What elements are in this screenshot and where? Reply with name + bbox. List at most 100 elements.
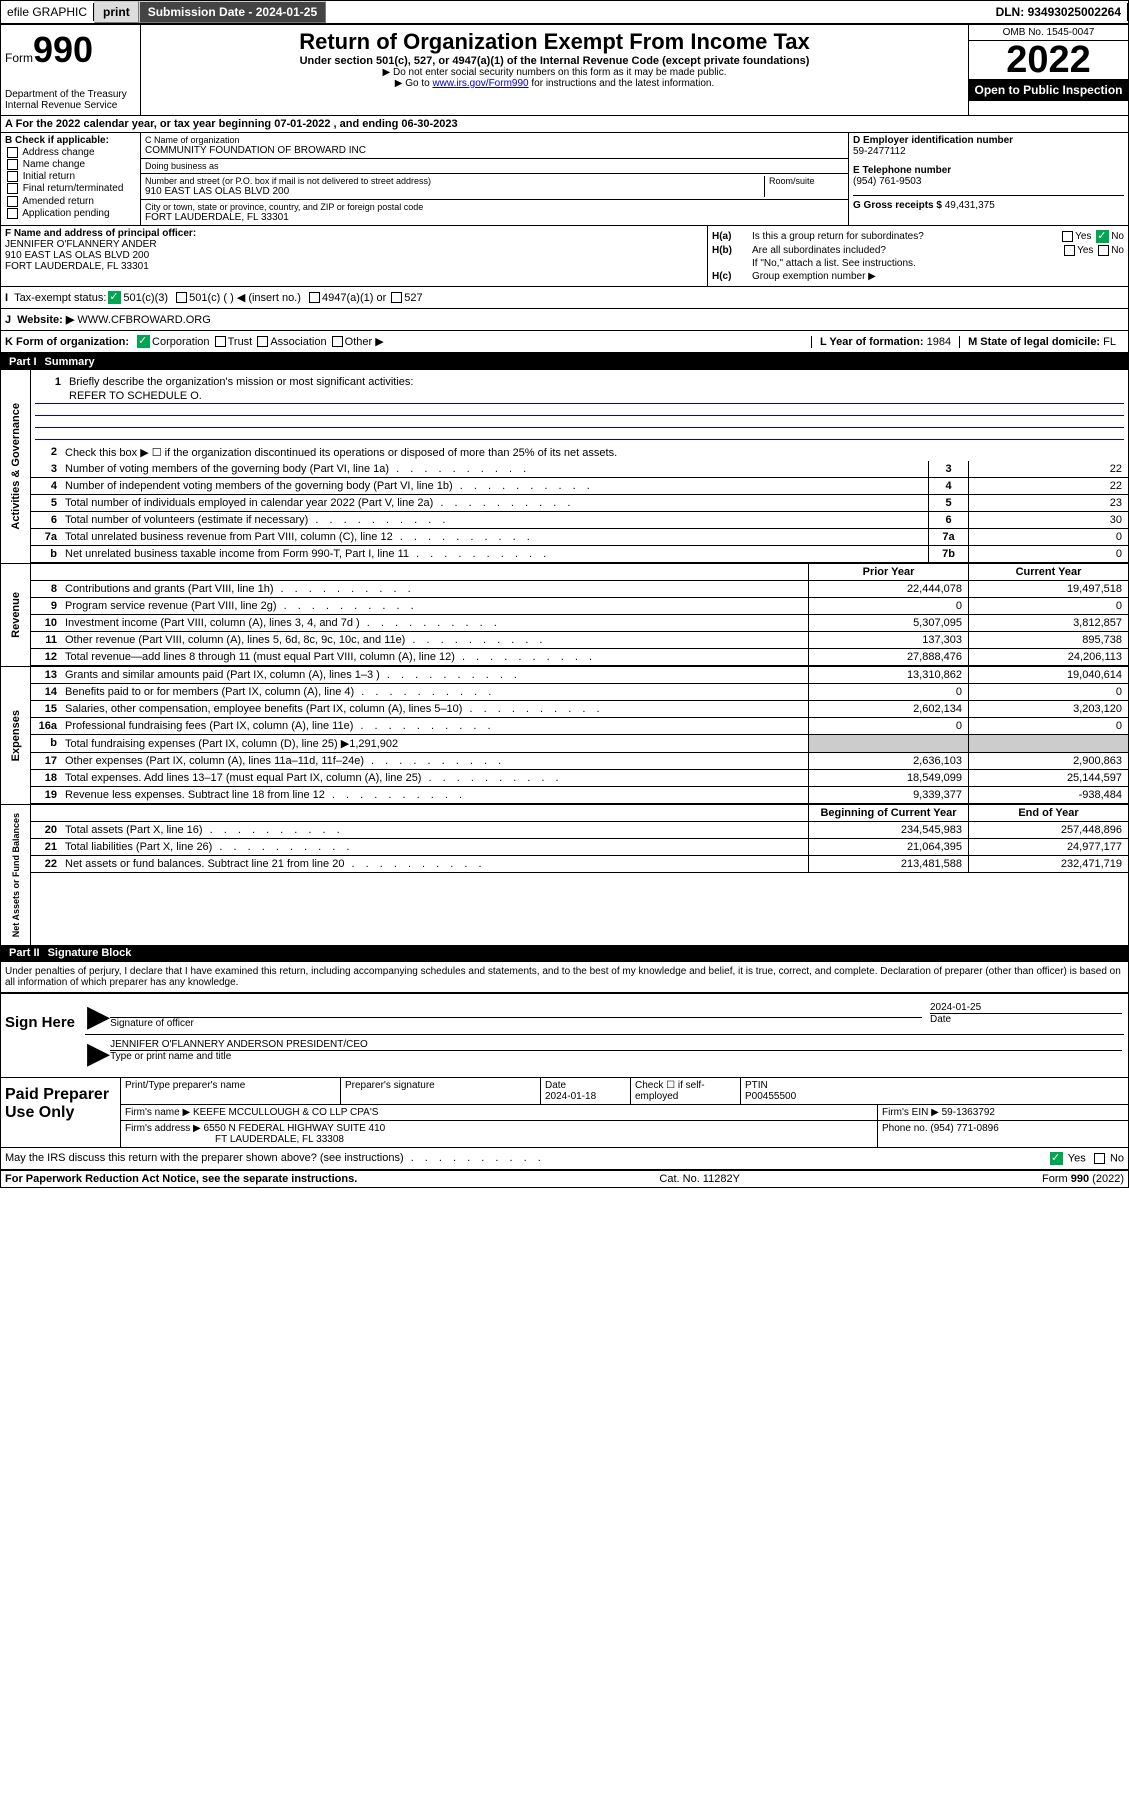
summary-line: 18Total expenses. Add lines 13–17 (must … bbox=[31, 770, 1128, 787]
open-public-badge: Open to Public Inspection bbox=[969, 79, 1128, 101]
gross-receipts: 49,431,375 bbox=[945, 200, 995, 211]
website-url: WWW.CFBROWARD.ORG bbox=[77, 314, 210, 326]
summary-line: 10Investment income (Part VIII, column (… bbox=[31, 615, 1128, 632]
dln: DLN: 93493025002264 bbox=[990, 3, 1128, 21]
date-label: Date bbox=[930, 1014, 1122, 1025]
form-header: Form990 Department of the Treasury Inter… bbox=[1, 25, 1128, 116]
ck-application-pending[interactable]: Application pending bbox=[5, 208, 136, 219]
ein-value: 59-2477112 bbox=[853, 146, 1124, 157]
paperwork-notice: For Paperwork Reduction Act Notice, see … bbox=[5, 1173, 357, 1185]
summary-line: 22Net assets or fund balances. Subtract … bbox=[31, 856, 1128, 873]
ck-other[interactable] bbox=[332, 336, 343, 347]
current-year-header: Current Year bbox=[968, 564, 1128, 580]
side-expenses: Expenses bbox=[8, 702, 24, 769]
gross-receipts-label: G Gross receipts $ bbox=[853, 200, 945, 211]
ein-label: D Employer identification number bbox=[853, 135, 1124, 146]
ptin-value: P00455500 bbox=[745, 1091, 1124, 1102]
summary-line: 16aProfessional fundraising fees (Part I… bbox=[31, 718, 1128, 735]
ck-initial-return[interactable]: Initial return bbox=[5, 171, 136, 182]
org-name-label: C Name of organization bbox=[145, 135, 844, 145]
hb-no[interactable] bbox=[1098, 245, 1109, 256]
firm-addr1: 6550 N FEDERAL HIGHWAY SUITE 410 bbox=[204, 1123, 386, 1134]
summary-line: 8Contributions and grants (Part VIII, li… bbox=[31, 581, 1128, 598]
line-k: K Form of organization: Corporation Trus… bbox=[1, 331, 1128, 354]
firm-name: KEEFE MCCULLOUGH & CO LLP CPA'S bbox=[193, 1107, 378, 1118]
officer-addr2: FORT LAUDERDALE, FL 33301 bbox=[5, 261, 149, 272]
sign-here-label: Sign Here bbox=[1, 994, 81, 1077]
ck-4947[interactable] bbox=[309, 292, 320, 303]
summary-line: 7aTotal unrelated business revenue from … bbox=[31, 529, 1128, 546]
form-ref: Form 990 (2022) bbox=[1042, 1173, 1124, 1185]
prior-year-header: Prior Year bbox=[808, 564, 968, 580]
city-state-zip: FORT LAUDERDALE, FL 33301 bbox=[145, 212, 844, 223]
page-footer: For Paperwork Reduction Act Notice, see … bbox=[1, 1170, 1128, 1187]
sig-officer-label: Signature of officer bbox=[110, 1018, 922, 1029]
top-bar: efile GRAPHIC print Submission Date - 20… bbox=[0, 0, 1129, 24]
summary-line: bTotal fundraising expenses (Part IX, co… bbox=[31, 735, 1128, 753]
street-address: 910 EAST LAS OLAS BLVD 200 bbox=[145, 186, 764, 197]
ck-corporation[interactable] bbox=[137, 335, 150, 348]
ck-address-change[interactable]: Address change bbox=[5, 147, 136, 158]
firm-ein: 59-1363792 bbox=[942, 1107, 995, 1118]
hb-note: If "No," attach a list. See instructions… bbox=[712, 258, 1124, 269]
bocy-header: Beginning of Current Year bbox=[808, 805, 968, 821]
ck-trust[interactable] bbox=[215, 336, 226, 347]
summary-line: 11Other revenue (Part VIII, column (A), … bbox=[31, 632, 1128, 649]
summary-line: 5Total number of individuals employed in… bbox=[31, 495, 1128, 512]
sig-date: 2024-01-25 bbox=[930, 1002, 1122, 1014]
line-j: J Website: ▶ WWW.CFBROWARD.ORG bbox=[1, 309, 1128, 331]
ck-association[interactable] bbox=[257, 336, 268, 347]
dba-label: Doing business as bbox=[145, 161, 844, 171]
summary-line: bNet unrelated business taxable income f… bbox=[31, 546, 1128, 563]
ck-501c3[interactable] bbox=[108, 291, 121, 304]
summary-line: 15Salaries, other compensation, employee… bbox=[31, 701, 1128, 718]
submission-date: Submission Date - 2024-01-25 bbox=[139, 1, 326, 23]
eoy-header: End of Year bbox=[968, 805, 1128, 821]
firm-addr2: FT LAUDERDALE, FL 33308 bbox=[125, 1134, 344, 1145]
summary-line: 14Benefits paid to or for members (Part … bbox=[31, 684, 1128, 701]
form-number: Form990 bbox=[5, 29, 136, 71]
ck-501c[interactable] bbox=[176, 292, 187, 303]
catalog-number: Cat. No. 11282Y bbox=[659, 1173, 740, 1185]
discuss-no[interactable] bbox=[1094, 1153, 1105, 1164]
summary-line: 9Program service revenue (Part VIII, lin… bbox=[31, 598, 1128, 615]
side-net-assets: Net Assets or Fund Balances bbox=[9, 805, 23, 945]
efile-label: efile GRAPHIC bbox=[1, 3, 94, 21]
prep-name-label: Print/Type preparer's name bbox=[121, 1078, 341, 1104]
self-employed-check[interactable]: Check ☐ if self-employed bbox=[631, 1078, 741, 1104]
ssn-warning: ▶ Do not enter social security numbers o… bbox=[145, 67, 964, 78]
summary-line: 3Number of voting members of the governi… bbox=[31, 461, 1128, 478]
dept-treasury: Department of the Treasury bbox=[5, 89, 136, 100]
form990-link[interactable]: www.irs.gov/Form990 bbox=[432, 78, 528, 89]
state-domicile: FL bbox=[1103, 336, 1116, 348]
ck-527[interactable] bbox=[391, 292, 402, 303]
form-990: Form990 Department of the Treasury Inter… bbox=[0, 24, 1129, 1188]
ck-amended[interactable]: Amended return bbox=[5, 196, 136, 207]
summary-line: 20Total assets (Part X, line 16)234,545,… bbox=[31, 822, 1128, 839]
part-ii-header: Part II Signature Block bbox=[1, 945, 1128, 961]
officer-name-title: JENNIFER O'FLANNERY ANDERSON PRESIDENT/C… bbox=[110, 1039, 1122, 1051]
room-label: Room/suite bbox=[769, 176, 844, 186]
side-activities-governance: Activities & Governance bbox=[8, 395, 24, 538]
summary-line: 4Number of independent voting members of… bbox=[31, 478, 1128, 495]
ha-no[interactable] bbox=[1096, 230, 1109, 243]
irs-label: Internal Revenue Service bbox=[5, 100, 136, 111]
ck-final-return[interactable]: Final return/terminated bbox=[5, 183, 136, 194]
line-i: I Tax-exempt status: 501(c)(3) 501(c) ( … bbox=[1, 287, 1128, 309]
officer-addr1: 910 EAST LAS OLAS BLVD 200 bbox=[5, 250, 149, 261]
officer-label: F Name and address of principal officer: bbox=[5, 228, 196, 239]
ha-yes[interactable] bbox=[1062, 231, 1073, 242]
summary-line: 19Revenue less expenses. Subtract line 1… bbox=[31, 787, 1128, 804]
year-formation: 1984 bbox=[927, 336, 951, 348]
form-subtitle: Under section 501(c), 527, or 4947(a)(1)… bbox=[145, 55, 964, 67]
discuss-yes[interactable] bbox=[1050, 1152, 1063, 1165]
ck-name-change[interactable]: Name change bbox=[5, 159, 136, 170]
officer-name-label: Type or print name and title bbox=[110, 1051, 1122, 1062]
print-button[interactable]: print bbox=[94, 1, 139, 23]
hc-label: Group exemption number ▶ bbox=[752, 271, 876, 282]
firm-phone: (954) 771-0896 bbox=[930, 1123, 998, 1134]
may-discuss-label: May the IRS discuss this return with the… bbox=[5, 1152, 1048, 1165]
summary-line: 17Other expenses (Part IX, column (A), l… bbox=[31, 753, 1128, 770]
hb-yes[interactable] bbox=[1064, 245, 1075, 256]
addr-label: Number and street (or P.O. box if mail i… bbox=[145, 176, 764, 186]
